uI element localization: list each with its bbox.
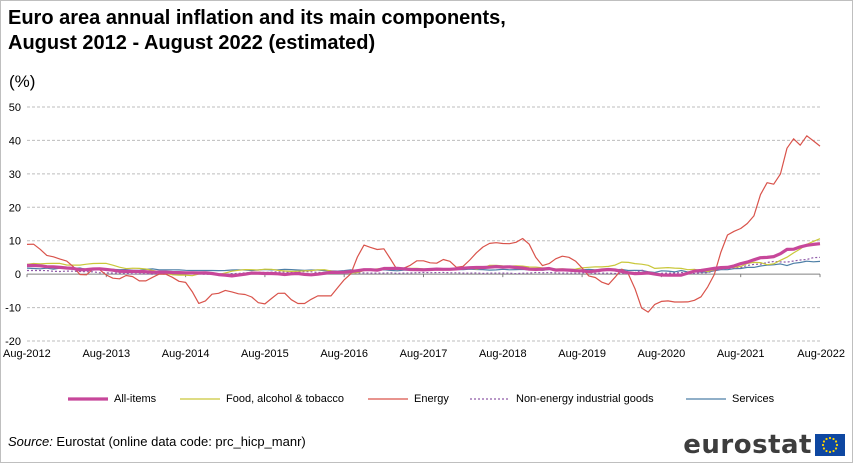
x-tick-label: Aug-2016	[320, 348, 368, 360]
legend-swatch-food	[180, 398, 220, 400]
eu-flag-star	[825, 437, 828, 441]
x-tick-label: Aug-2021	[717, 348, 765, 360]
chart-legend: All-items Food, alcohol & tobacco Energy…	[60, 393, 850, 413]
eu-flag-star	[828, 436, 832, 440]
eu-flag-star	[834, 447, 838, 450]
x-tick-label: Aug-2022	[797, 348, 845, 360]
x-tick-label: Aug-2017	[400, 348, 448, 360]
y-tick-label: 40	[9, 135, 21, 147]
chart-title-line2: August 2012 - August 2022 (estimated)	[8, 32, 376, 54]
x-tick-label: Aug-2014	[162, 348, 210, 360]
chart-title: Euro area annual inflation and its main …	[8, 6, 828, 56]
x-tick-label: Aug-2015	[241, 348, 289, 360]
series-line-energy	[26, 135, 821, 313]
legend-item-energy: Energy	[368, 393, 449, 405]
line-chart: -20 -10 0 10 20 30 40 50 Aug-2012 Aug-2013 Aug-201…	[3, 102, 845, 360]
y-tick-label: -10	[5, 303, 21, 315]
eu-flag-background	[815, 434, 845, 456]
x-tick-label: Aug-2018	[479, 348, 527, 360]
legend-item-food: Food, alcohol & tobacco	[180, 393, 344, 405]
eu-flag-star	[825, 449, 828, 453]
series-line-all-items	[27, 242, 821, 278]
legend-swatch-non-energy	[470, 398, 510, 400]
x-tick-label: Aug-2012	[3, 348, 51, 360]
legend-swatch-services	[686, 398, 726, 400]
eu-flag-star	[821, 443, 825, 447]
legend-label-energy: Energy	[414, 393, 449, 405]
legend-label-services: Services	[732, 393, 775, 405]
y-tick-label: 0	[15, 269, 21, 281]
legend-label-food: Food, alcohol & tobacco	[226, 393, 345, 405]
eu-flag-star	[822, 440, 826, 443]
y-tick-label: 30	[9, 169, 21, 181]
y-tick-label: 50	[9, 102, 21, 114]
legend-swatch-energy	[368, 398, 408, 400]
y-axis-unit: (%)	[9, 72, 36, 91]
legend-item-all-items: All-items	[68, 393, 156, 405]
chart-title-line1: Euro area annual inflation and its main …	[8, 7, 506, 29]
source-text: Eurostat (online data code: prc_hicp_man…	[52, 434, 306, 449]
eu-flag-star	[832, 437, 835, 441]
source-label: Source:	[8, 434, 53, 449]
legend-label-non-energy: Non-energy industrial goods	[516, 393, 654, 405]
source-note: Source: Eurostat (online data code: prc_…	[8, 434, 306, 449]
legend-swatch-all-items	[68, 397, 108, 401]
x-tick-label: Aug-2013	[82, 348, 130, 360]
logo-text: eurostat	[683, 430, 812, 460]
x-tick-label: Aug-2019	[558, 348, 606, 360]
y-tick-label: 20	[9, 202, 21, 214]
eu-flag-star	[822, 447, 826, 450]
eu-flag-star	[828, 450, 832, 454]
y-tick-label: -20	[5, 336, 21, 348]
eu-flag-star	[835, 443, 839, 447]
legend-label-all-items: All-items	[114, 393, 157, 405]
legend-item-services: Services	[686, 393, 774, 405]
eurostat-logo: eurostat	[683, 430, 845, 460]
eu-flag-icon	[815, 434, 845, 456]
y-tick-label: 10	[9, 236, 21, 248]
eu-flag-stars	[821, 436, 839, 454]
eu-flag-star	[834, 440, 838, 443]
x-tick-label: Aug-2020	[638, 348, 686, 360]
legend-item-non-energy: Non-energy industrial goods	[470, 393, 654, 405]
eu-flag-star	[832, 449, 835, 453]
